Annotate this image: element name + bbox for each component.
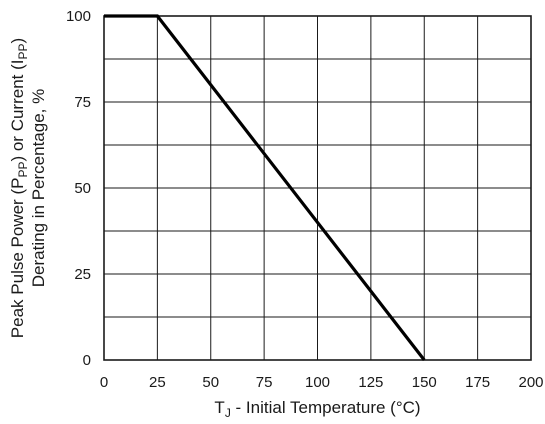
x-tick-label: 75 bbox=[256, 374, 273, 391]
x-axis-label: TJ - Initial Temperature (°C) bbox=[214, 398, 420, 420]
x-tick-label: 125 bbox=[358, 374, 383, 391]
y-axis-label: Peak Pulse Power (PPP) or Current (IPP) … bbox=[8, 38, 48, 338]
x-axis-label-main: T bbox=[214, 398, 224, 417]
x-tick-labels: 0 25 50 75 100 125 150 175 200 bbox=[100, 374, 544, 391]
x-tick-label: 50 bbox=[202, 374, 219, 391]
y-label-part-c: ) bbox=[8, 38, 27, 44]
x-tick-label: 200 bbox=[518, 374, 543, 391]
x-tick-label: 100 bbox=[305, 374, 330, 391]
x-tick-label: 0 bbox=[100, 374, 108, 391]
series-group bbox=[103, 14, 426, 361]
y-label-part-b: ) or Current (I bbox=[8, 60, 27, 162]
y-axis-label-line1: Peak Pulse Power (PPP) or Current (IPP) bbox=[8, 38, 30, 338]
y-tick-label: 0 bbox=[83, 352, 91, 369]
plot-frame bbox=[103, 15, 532, 361]
y-tick-label: 100 bbox=[66, 8, 91, 25]
x-axis-label-rest: - Initial Temperature (°C) bbox=[231, 398, 421, 417]
x-tick-label: 25 bbox=[149, 374, 166, 391]
x-axis-label-sub: J bbox=[225, 406, 231, 420]
y-tick-label: 25 bbox=[74, 266, 91, 283]
x-tick-label: 175 bbox=[465, 374, 490, 391]
y-label-sub-b: PP bbox=[16, 43, 30, 59]
y-axis-label-line2: Derating in Percentage, % bbox=[29, 89, 48, 287]
y-label-part-a: Peak Pulse Power (P bbox=[8, 178, 27, 339]
grid-lines bbox=[104, 16, 531, 360]
y-tick-labels: 0 25 50 75 100 bbox=[66, 8, 91, 369]
y-tick-label: 75 bbox=[74, 94, 91, 111]
y-label-sub-a: PP bbox=[16, 162, 30, 178]
x-tick-label: 150 bbox=[412, 374, 437, 391]
y-tick-label: 50 bbox=[74, 180, 91, 197]
